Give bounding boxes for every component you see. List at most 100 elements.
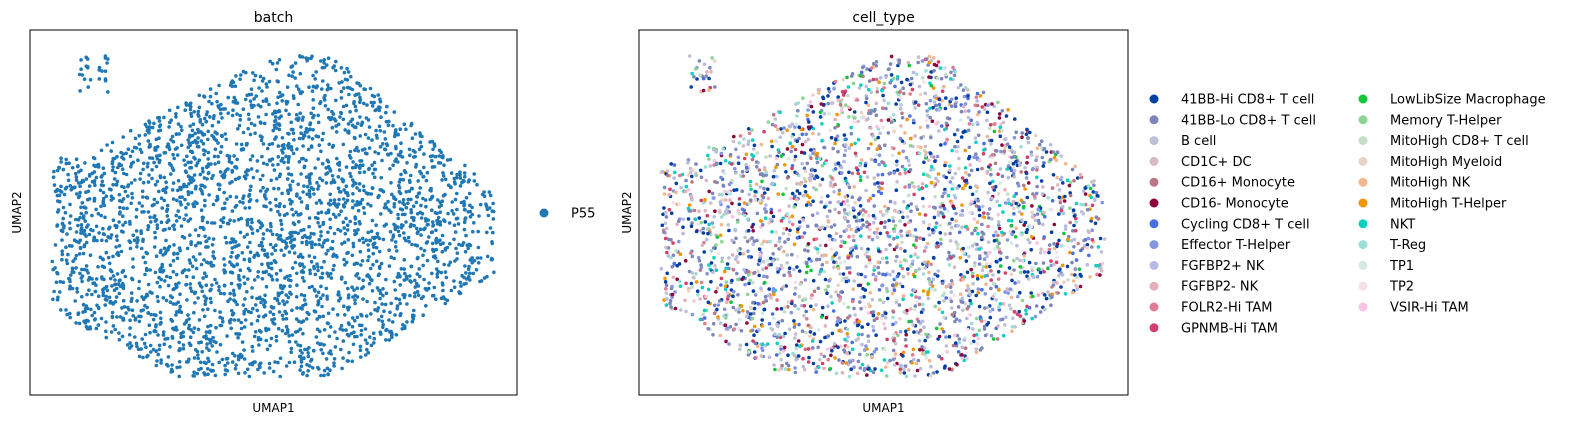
scatter-point xyxy=(850,171,855,176)
scatter-point xyxy=(288,290,292,295)
scatter-point xyxy=(222,206,227,211)
scatter-point xyxy=(277,174,282,179)
scatter-point xyxy=(353,215,357,219)
scatter-point xyxy=(805,193,809,198)
scatter-point xyxy=(1083,186,1087,190)
scatter-point xyxy=(832,341,837,346)
scatter-point xyxy=(443,177,448,182)
scatter-point xyxy=(150,203,155,208)
scatter-point xyxy=(55,168,60,173)
scatter-point xyxy=(352,330,356,335)
scatter-point xyxy=(92,196,97,201)
scatter-point xyxy=(226,111,230,115)
scatter-point xyxy=(188,261,193,265)
scatter-point xyxy=(322,259,326,264)
scatter-point xyxy=(196,109,201,114)
scatter-point xyxy=(975,273,980,278)
scatter-point xyxy=(734,171,738,175)
scatter-point xyxy=(397,200,402,204)
scatter-point xyxy=(370,163,374,167)
scatter-point xyxy=(323,104,328,108)
scatter-point xyxy=(299,200,304,204)
scatter-point xyxy=(904,155,909,160)
scatter-point xyxy=(86,65,90,69)
scatter-point xyxy=(161,187,166,192)
scatter-point xyxy=(706,326,710,331)
scatter-point xyxy=(323,93,327,98)
scatter-point xyxy=(134,229,139,233)
scatter-point xyxy=(252,97,256,101)
scatter-point xyxy=(279,285,283,290)
scatter-point xyxy=(903,171,908,175)
scatter-point xyxy=(261,237,265,241)
scatter-point xyxy=(74,192,79,196)
scatter-point xyxy=(951,343,956,348)
scatter-point xyxy=(795,230,800,234)
scatter-point xyxy=(802,367,807,372)
scatter-point xyxy=(156,116,160,120)
scatter-point xyxy=(885,296,890,301)
scatter-point xyxy=(1025,161,1029,165)
scatter-point xyxy=(672,163,677,167)
scatter-point xyxy=(316,268,320,273)
scatter-point xyxy=(448,242,452,246)
scatter-point xyxy=(719,175,723,180)
scatter-point xyxy=(299,131,303,135)
scatter-point xyxy=(1033,133,1038,138)
scatter-point xyxy=(808,172,813,177)
scatter-point xyxy=(172,156,176,161)
scatter-point xyxy=(299,228,303,233)
scatter-point xyxy=(849,131,854,136)
scatter-point xyxy=(764,155,768,159)
scatter-point xyxy=(285,188,290,193)
scatter-point xyxy=(133,335,137,339)
scatter-point xyxy=(928,106,932,111)
scatter-point xyxy=(689,251,693,255)
scatter-point xyxy=(260,262,264,267)
scatter-point xyxy=(737,197,742,201)
scatter-point xyxy=(379,175,384,180)
scatter-point xyxy=(322,58,327,62)
scatter-point xyxy=(746,249,750,253)
scatter-point xyxy=(861,208,866,212)
scatter-point xyxy=(107,295,112,300)
scatter-point xyxy=(985,171,989,175)
scatter-point xyxy=(366,136,371,140)
scatter-point xyxy=(259,104,263,109)
scatter-point xyxy=(752,333,756,338)
scatter-point xyxy=(963,225,968,229)
scatter-point xyxy=(1003,290,1007,294)
scatter-point xyxy=(340,242,344,246)
scatter-point xyxy=(106,90,110,94)
scatter-point xyxy=(339,66,344,70)
scatter-point xyxy=(299,212,303,216)
scatter-point xyxy=(1015,243,1019,248)
scatter-point xyxy=(121,283,126,288)
scatter-point xyxy=(195,161,200,165)
scatter-point xyxy=(242,312,246,316)
scatter-point xyxy=(256,270,261,274)
scatter-point xyxy=(912,184,916,189)
scatter-point xyxy=(776,192,780,196)
scatter-point xyxy=(110,161,115,166)
scatter-point xyxy=(686,217,691,221)
scatter-point xyxy=(326,107,331,112)
scatter-point xyxy=(463,217,467,222)
scatter-point xyxy=(291,70,295,74)
scatter-point xyxy=(1090,238,1095,242)
scatter-point xyxy=(1078,284,1083,289)
scatter-point xyxy=(408,153,412,158)
scatter-point xyxy=(249,167,254,171)
scatter-point xyxy=(126,305,130,310)
scatter-point xyxy=(308,195,312,199)
scatter-point xyxy=(819,195,824,200)
scatter-point xyxy=(931,105,935,110)
scatter-point xyxy=(280,191,284,196)
scatter-point xyxy=(314,134,319,138)
scatter-point xyxy=(185,298,189,302)
scatter-point xyxy=(200,192,205,196)
scatter-point xyxy=(78,184,82,188)
scatter-point xyxy=(321,241,326,245)
scatter-point xyxy=(174,302,178,306)
scatter-point xyxy=(747,131,752,136)
